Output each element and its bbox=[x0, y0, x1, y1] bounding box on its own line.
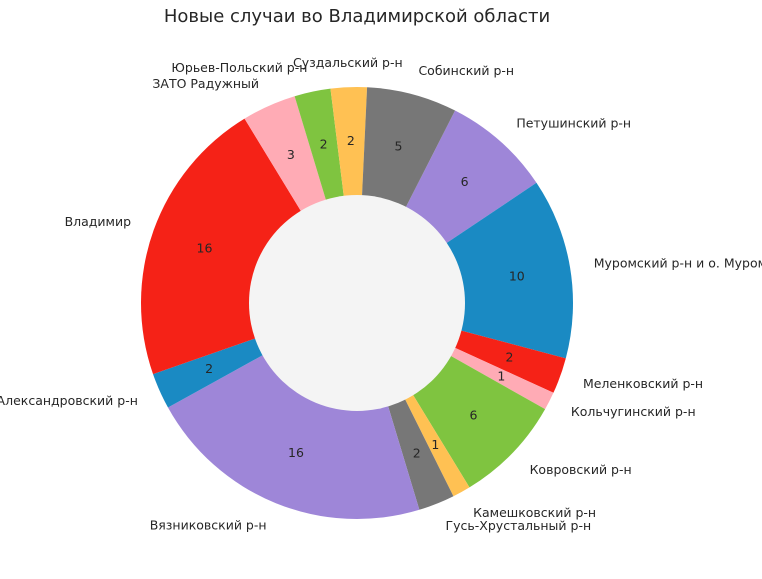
slice-label: Ковровский р-н bbox=[530, 462, 632, 477]
slice-value-label: 16 bbox=[197, 240, 213, 255]
slice-value-label: 6 bbox=[470, 408, 478, 423]
slice-label: Суздальский р-н bbox=[293, 55, 403, 70]
slice-label: Собинский р-н bbox=[418, 63, 514, 78]
slice-labels-group: Петушинский р-н Муромский р-н и о. Муром М… bbox=[0, 55, 762, 533]
slice-label: Петушинский р-н bbox=[516, 116, 631, 131]
slice-label: Кольчугинский р-н bbox=[571, 404, 696, 419]
slice-value-label: 2 bbox=[320, 136, 328, 151]
slice-label: Гусь-Хрустальный р-н bbox=[446, 518, 592, 533]
slice-value-label: 1 bbox=[497, 369, 505, 384]
slice-value-label: 10 bbox=[509, 268, 525, 283]
slice-value-label: 16 bbox=[288, 445, 304, 460]
donut-hole bbox=[249, 195, 465, 411]
chart-title: Новые случаи во Владимирской области bbox=[164, 6, 550, 27]
slice-label: Владимир bbox=[65, 214, 132, 229]
slice-label: ЗАТО Радужный bbox=[152, 76, 259, 91]
slice-value-label: 5 bbox=[395, 138, 403, 153]
slice-label: Александровский р-н bbox=[0, 393, 138, 408]
slice-label: Камешковский р-н bbox=[473, 505, 596, 520]
slice-value-label: 6 bbox=[461, 174, 469, 189]
slice-label: Меленковский р-н bbox=[583, 376, 703, 391]
slice-value-label: 1 bbox=[431, 437, 439, 452]
slice-label: Муромский р-н и о. Муром bbox=[594, 255, 762, 270]
slice-value-label: 2 bbox=[205, 361, 213, 376]
slice-value-label: 2 bbox=[413, 446, 421, 461]
slice-value-label: 2 bbox=[347, 133, 355, 148]
slice-label: Вязниковский р-н bbox=[150, 517, 267, 532]
slices-group bbox=[140, 87, 573, 519]
slice-value-label: 3 bbox=[287, 147, 295, 162]
slice-label: Юрьев-Польский р-н bbox=[171, 60, 307, 75]
slice-value-label: 2 bbox=[506, 350, 514, 365]
